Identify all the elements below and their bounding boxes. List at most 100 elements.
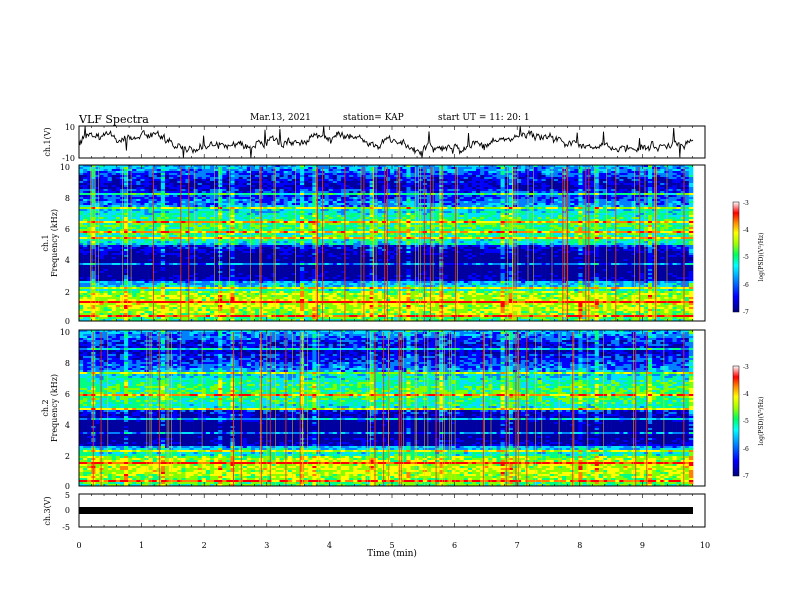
spectrogram-cell [279, 193, 284, 196]
spectrogram-cell [480, 213, 485, 216]
spectrogram-cell [439, 201, 444, 204]
spectrogram-cell [304, 197, 309, 200]
spectrogram-cell [684, 221, 690, 224]
spectrogram-cell [516, 173, 522, 176]
spectrogram-cell [426, 185, 432, 188]
spectrogram-cell [287, 223, 293, 226]
spectrogram-cell [455, 223, 460, 226]
spectrogram-cell [304, 191, 309, 194]
spectrogram-cell [582, 181, 587, 184]
spectrogram-cell [369, 185, 375, 188]
spectrogram-cell [263, 225, 268, 228]
spectrogram-cell [484, 195, 489, 198]
spectrogram-cell [537, 215, 542, 218]
spectrogram-cell [590, 219, 596, 222]
spectrogram-cell [467, 207, 473, 210]
spectrogram-cell [533, 167, 538, 170]
spectrogram-cell [234, 171, 239, 174]
spectrogram-cell [574, 221, 579, 224]
spectrogram-cell [390, 203, 395, 206]
spectrogram-cell [377, 193, 383, 196]
spectrogram-cell [381, 167, 387, 170]
spectrogram-cell [250, 165, 256, 168]
spectrogram-cell [418, 165, 424, 168]
spectrogram-cell [619, 221, 624, 224]
spectrogram-cell [504, 165, 510, 168]
spectrogram-cell [99, 223, 104, 226]
spectrogram-cell [349, 179, 354, 182]
spectrogram-cell [185, 203, 190, 206]
spectrogram-cell [574, 165, 579, 168]
spectrogram-cell [377, 191, 383, 194]
spectrogram-cell [226, 191, 231, 194]
spectrogram-cell [173, 205, 178, 208]
spectrogram-cell [582, 165, 587, 168]
spectrogram-cell [214, 177, 219, 180]
spectrogram-cell [435, 193, 440, 196]
spectrogram-cell [451, 223, 456, 226]
spectrogram-cell [267, 165, 272, 168]
spectrogram-cell [545, 169, 551, 172]
spectrogram-cell [459, 185, 465, 188]
spectrogram-cell [230, 199, 235, 202]
spectrogram-cell [594, 165, 600, 168]
spectrogram-cell [484, 225, 489, 228]
spectrogram-cell [214, 189, 219, 192]
spectrogram-cell [463, 173, 469, 176]
spectrogram-cell [83, 171, 88, 174]
spectrogram-cell [676, 181, 682, 184]
spectrogram-cell [467, 177, 473, 180]
spectrogram-cell [439, 173, 444, 176]
spectrogram-cell [602, 165, 608, 168]
spectrogram-cell [623, 205, 628, 208]
spectrogram-cell [226, 217, 231, 220]
spectrogram-cell [545, 179, 551, 182]
spectrogram-cell [656, 215, 661, 218]
spectrogram-cell [578, 211, 583, 214]
spectrogram-cell [627, 223, 632, 226]
spectrogram-cell [230, 193, 235, 196]
spectrogram-cell [443, 221, 448, 224]
spectrogram-cell [87, 199, 92, 202]
spectrogram-cell [410, 165, 415, 168]
spectrogram-cell [181, 193, 186, 196]
spectrogram-cell [369, 227, 375, 230]
spectrogram-cell [365, 167, 370, 170]
spectrogram-cell [328, 203, 334, 206]
spectrogram-cell [177, 213, 182, 216]
spectrogram-cell [218, 195, 223, 198]
spectrogram-cell [111, 179, 117, 182]
spectrogram-cell [99, 203, 104, 206]
spectrogram-cell [398, 227, 403, 230]
spectrogram-cell [582, 169, 587, 172]
spectrogram-cell [263, 189, 268, 192]
spectrogram-cell [197, 213, 203, 216]
spectrogram-cell [582, 221, 587, 224]
spectrogram-cell [332, 181, 338, 184]
spectrogram-cell [402, 203, 407, 206]
spectrogram-cell [471, 203, 477, 206]
spectrogram-cell [107, 191, 113, 194]
spectrogram-cell [611, 181, 616, 184]
spectrogram-cell [271, 173, 276, 176]
spectrogram-cell [471, 187, 477, 190]
spectrogram-cell [386, 225, 391, 228]
spectrogram-cell [250, 205, 256, 208]
spectrogram-cell [414, 205, 420, 208]
spectrogram-cell [169, 215, 174, 218]
spectrogram-cell [201, 221, 207, 224]
spectrogram-cell [107, 215, 113, 218]
spectrogram-cell [467, 217, 473, 220]
spectrogram-cell [128, 219, 133, 222]
spectrogram-cell [353, 203, 358, 206]
spectrogram-cell [410, 187, 415, 190]
spectrogram-cell [246, 213, 252, 216]
spectrogram-cell [570, 201, 575, 204]
spectrogram-cell [553, 173, 559, 176]
spectrogram-cell [390, 225, 395, 228]
spectrogram-cell [455, 173, 460, 176]
spectrogram-cell [537, 173, 542, 176]
spectrogram-cell [353, 181, 358, 184]
spectrogram-cell [598, 175, 604, 178]
spectrogram-cell [398, 223, 403, 226]
